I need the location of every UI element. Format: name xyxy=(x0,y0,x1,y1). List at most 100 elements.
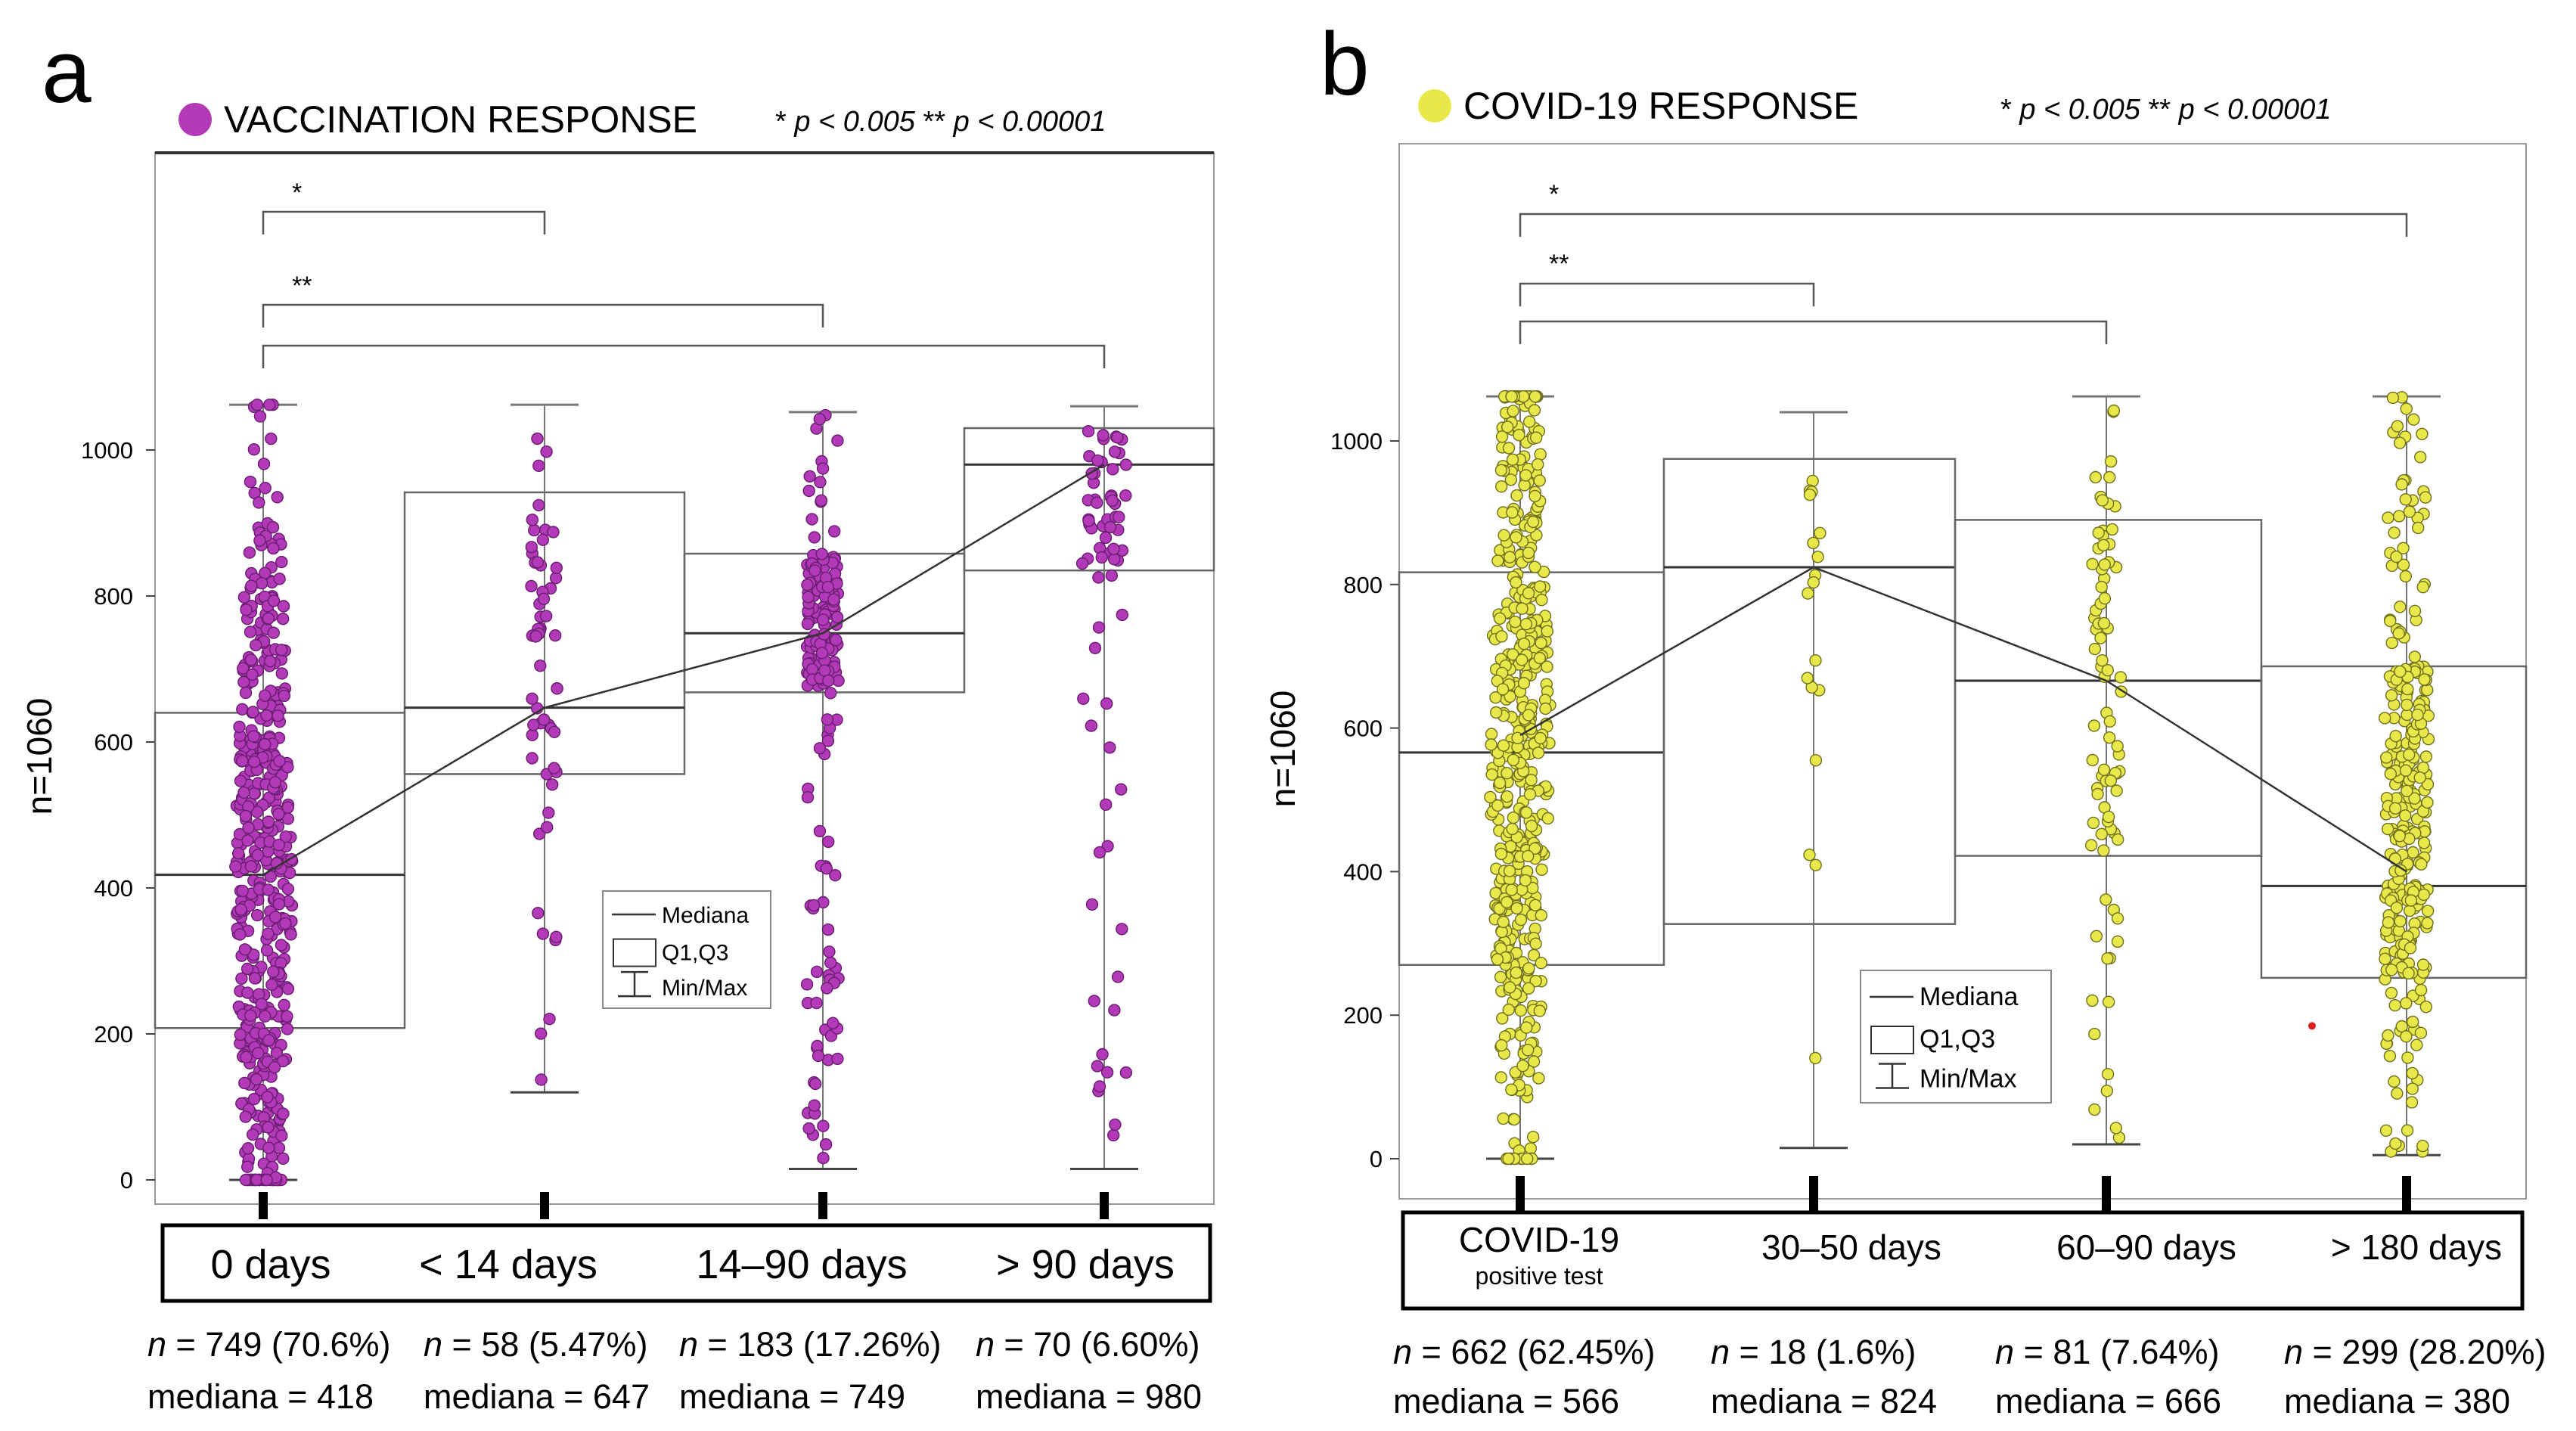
data-point xyxy=(2391,1087,2404,1100)
data-point xyxy=(241,1160,254,1173)
data-point xyxy=(1111,431,1124,444)
data-point xyxy=(1529,431,1543,444)
data-point xyxy=(237,786,250,799)
data-point xyxy=(551,682,563,695)
group-n-stat: n = 18 (1.6%) xyxy=(1711,1333,1916,1371)
data-point xyxy=(1534,448,1547,461)
data-point xyxy=(550,930,563,944)
legend-whisker-swatch xyxy=(1876,1063,1909,1089)
data-point xyxy=(541,821,554,833)
data-point xyxy=(281,1023,294,1035)
data-point xyxy=(1803,489,1817,501)
n-symbol: n xyxy=(147,1325,166,1364)
data-point xyxy=(278,689,291,703)
data-point xyxy=(243,546,256,559)
data-point xyxy=(548,762,560,774)
data-point xyxy=(1092,571,1105,584)
data-point xyxy=(1489,706,1503,719)
data-point xyxy=(1525,819,1538,833)
category-tick-mark xyxy=(540,1192,549,1219)
data-point xyxy=(2103,470,2116,484)
data-point xyxy=(2401,1124,2414,1137)
data-point xyxy=(244,860,258,873)
legend-frame xyxy=(602,890,771,1009)
data-point xyxy=(1533,1004,1547,1017)
data-point xyxy=(2102,810,2115,824)
data-point xyxy=(1501,421,1514,433)
data-point xyxy=(2383,614,2397,628)
data-point xyxy=(2104,455,2118,468)
category-label-box xyxy=(160,1223,1212,1303)
n-value: = 662 (62.45%) xyxy=(1412,1333,1655,1371)
data-point xyxy=(1529,489,1541,503)
data-point xyxy=(2087,719,2101,732)
data-point xyxy=(2390,901,2404,914)
data-point xyxy=(803,470,816,483)
data-point xyxy=(2104,774,2118,787)
data-point xyxy=(1106,463,1119,476)
data-point xyxy=(2109,1122,2123,1135)
data-point xyxy=(1535,594,1548,607)
data-point xyxy=(239,1110,252,1123)
data-point xyxy=(1485,768,1498,781)
sig-single-stars: * xyxy=(2000,94,2019,126)
data-point xyxy=(830,634,843,647)
data-point xyxy=(272,1141,286,1154)
data-point xyxy=(2421,796,2434,809)
data-point xyxy=(1093,1080,1106,1093)
data-point xyxy=(1108,1004,1121,1017)
data-point xyxy=(1535,636,1547,650)
data-point xyxy=(2388,802,2402,815)
legend-box-label: Q1,Q3 xyxy=(662,941,728,966)
data-point xyxy=(808,531,821,544)
data-point xyxy=(1807,576,1820,589)
data-point xyxy=(1809,858,1822,872)
data-point xyxy=(2402,748,2416,761)
data-point xyxy=(239,686,253,700)
data-point xyxy=(255,998,268,1010)
y-tick-label: 400 xyxy=(1343,858,1383,885)
data-point xyxy=(536,533,550,546)
y-tick-label: 0 xyxy=(120,1167,133,1194)
data-point xyxy=(540,610,553,622)
data-point xyxy=(525,541,538,554)
data-point xyxy=(252,1047,265,1060)
data-point xyxy=(241,962,254,976)
data-point xyxy=(548,725,561,738)
data-point xyxy=(241,1141,255,1155)
panel-letter: b xyxy=(1320,14,1370,114)
data-point xyxy=(817,613,830,626)
data-point xyxy=(267,965,280,978)
data-point xyxy=(1091,454,1104,467)
data-point xyxy=(1494,464,1508,476)
group-n-stat: n = 662 (62.45%) xyxy=(1393,1333,1656,1371)
data-point xyxy=(2106,523,2119,536)
data-point xyxy=(2394,601,2407,613)
data-point xyxy=(819,1138,833,1151)
sig-double-text: p < 0.00001 xyxy=(953,106,1106,138)
data-point xyxy=(278,998,290,1012)
data-point xyxy=(2406,1066,2419,1080)
data-point xyxy=(2383,1049,2397,1063)
data-point xyxy=(247,730,260,743)
data-point xyxy=(1513,429,1525,442)
data-point xyxy=(827,525,841,538)
data-point xyxy=(1510,576,1522,589)
data-point xyxy=(821,734,835,747)
data-point xyxy=(2111,935,2124,948)
data-point xyxy=(537,592,551,605)
data-point xyxy=(2100,1085,2114,1097)
data-point xyxy=(2114,671,2128,684)
data-point xyxy=(1085,719,1098,732)
legend-whisker-label: Min/Max xyxy=(662,976,747,1001)
data-point xyxy=(1106,494,1119,508)
data-point xyxy=(234,774,247,787)
data-point xyxy=(2102,995,2115,1008)
data-point xyxy=(1502,442,1516,455)
data-point xyxy=(1529,560,1541,573)
data-point xyxy=(824,687,837,700)
data-point xyxy=(260,709,273,722)
data-point xyxy=(2096,654,2109,667)
data-point xyxy=(1484,790,1497,804)
data-point xyxy=(2382,916,2395,929)
